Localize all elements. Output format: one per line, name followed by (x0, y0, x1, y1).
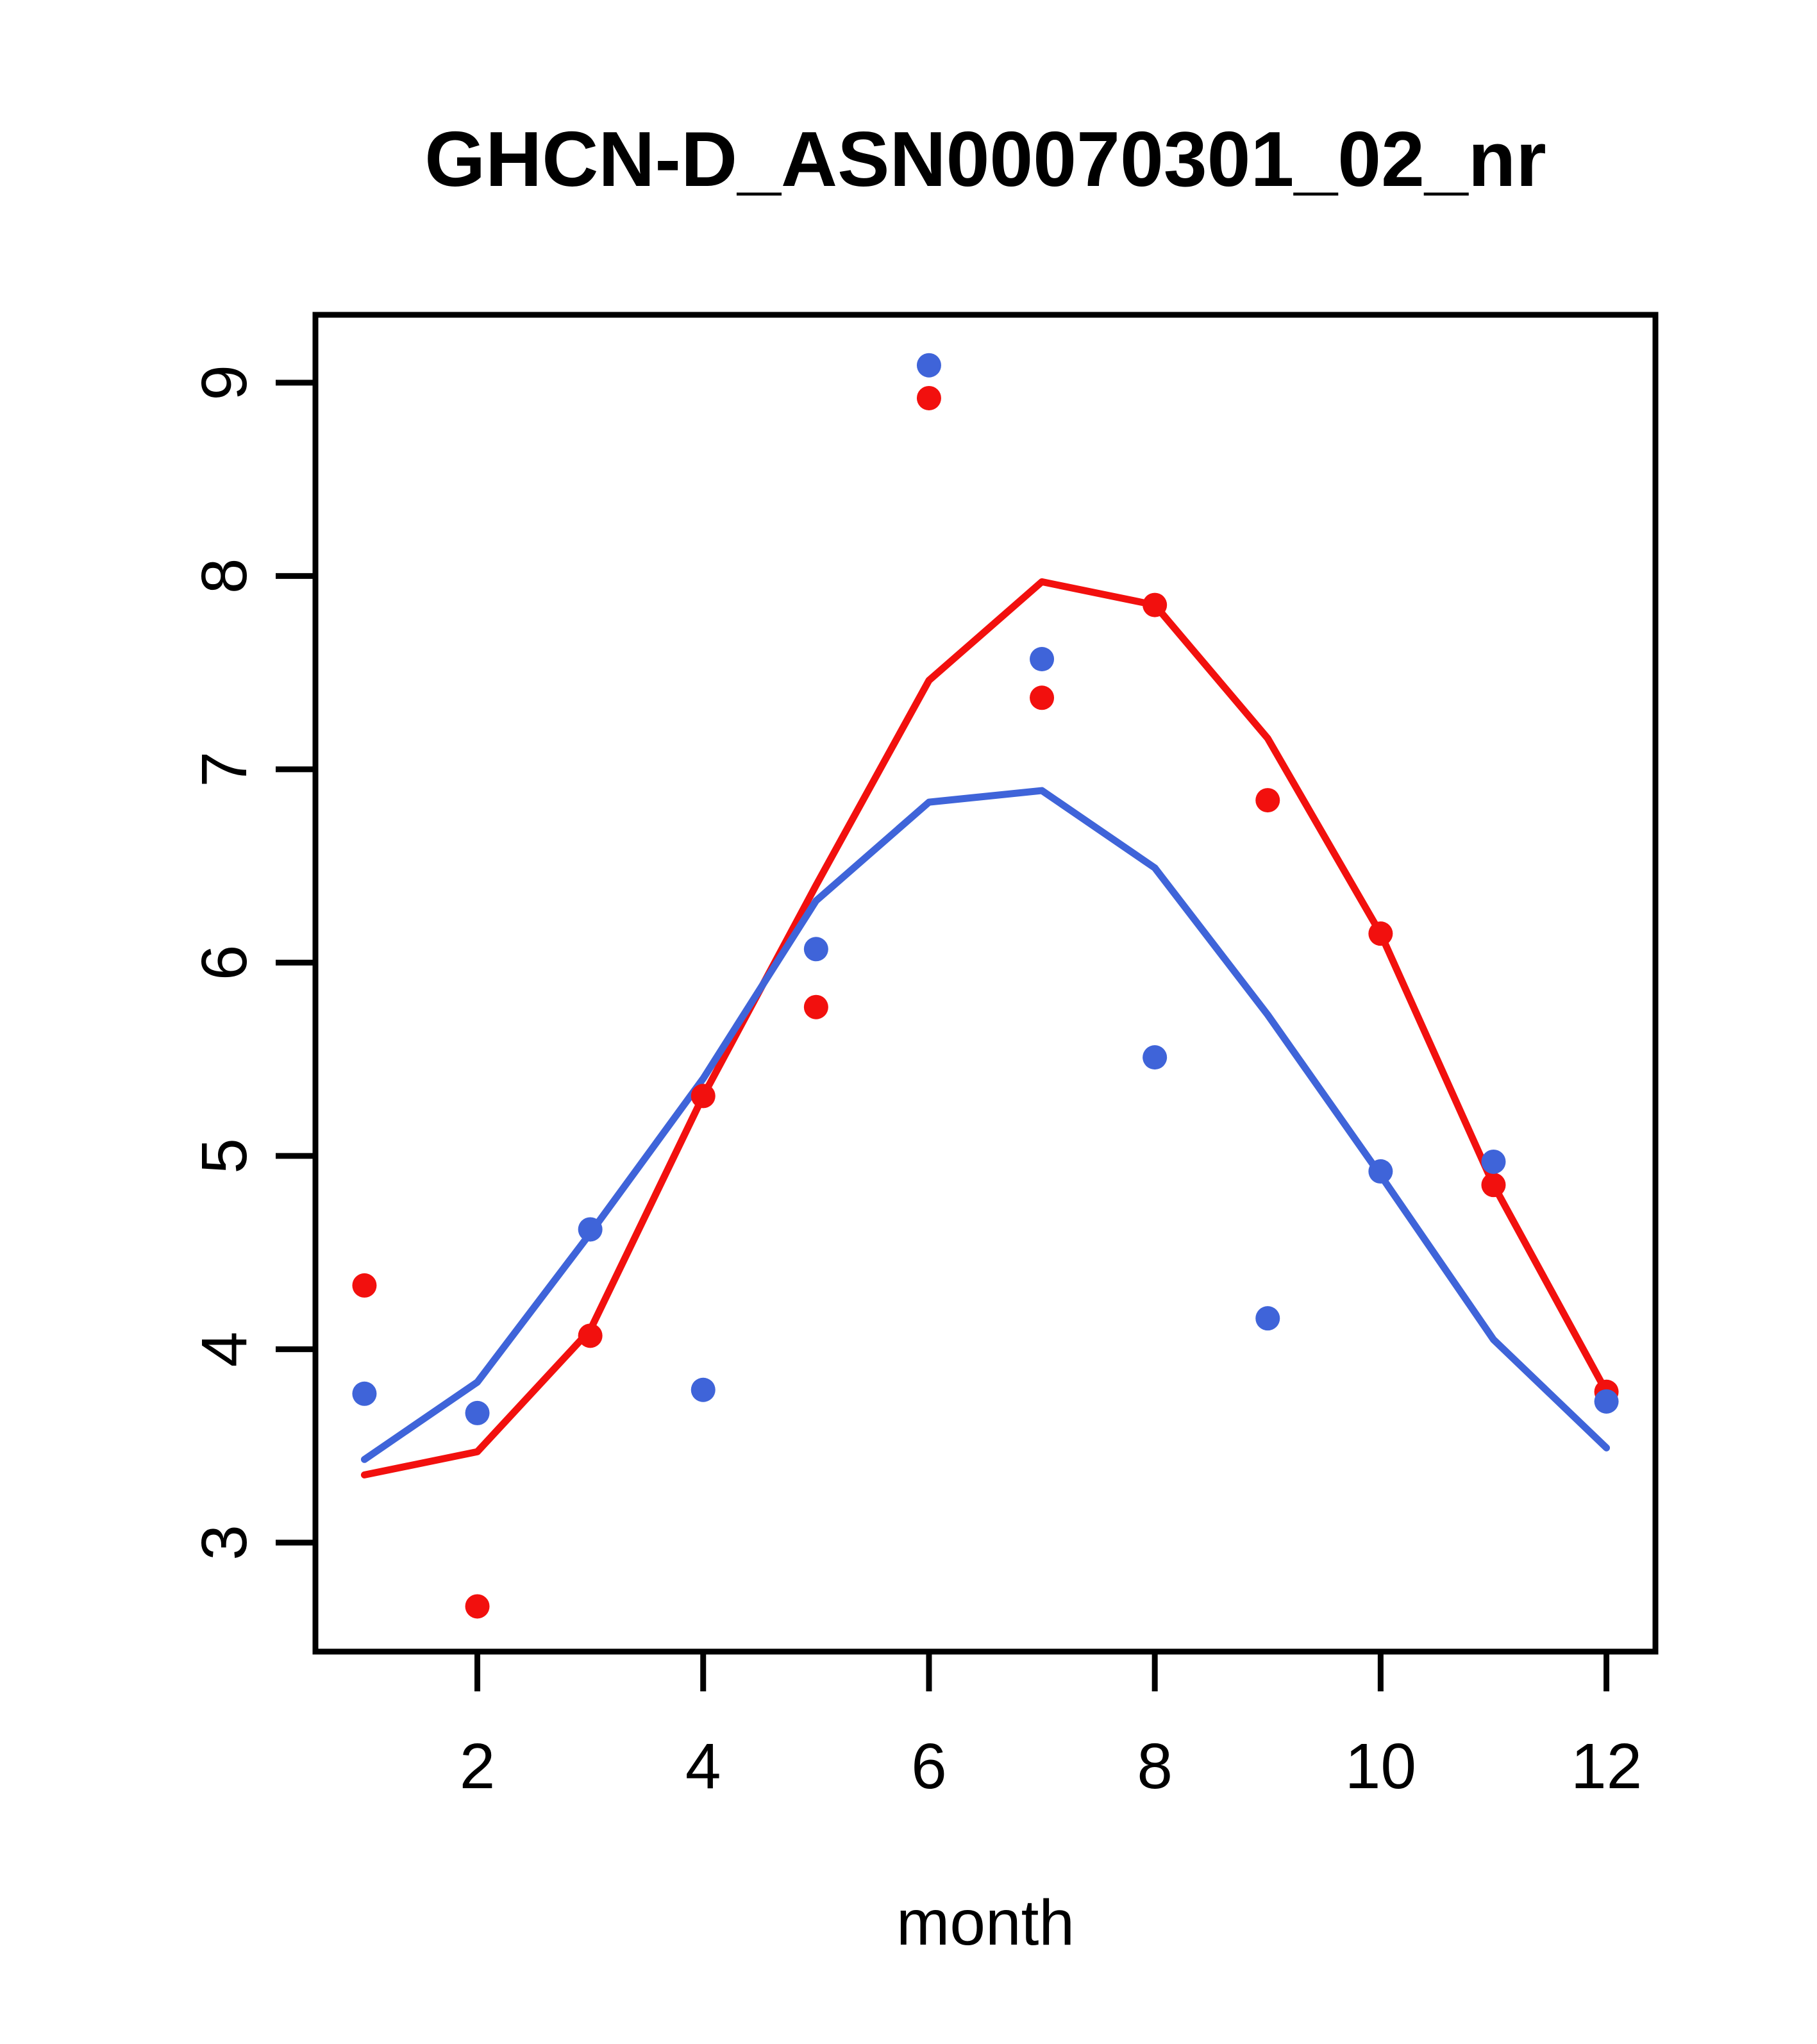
axis-ticks-layer (276, 380, 1610, 1691)
red-scatter-point (1255, 788, 1280, 813)
blue-scatter-point (1368, 1159, 1393, 1184)
x-axis-tick-label: 6 (911, 1730, 947, 1802)
red-scatter-point (691, 1084, 716, 1109)
y-axis-tick-label: 5 (188, 1138, 260, 1174)
blue-scatter-point (1143, 1045, 1168, 1070)
y-axis-tick-label: 3 (188, 1525, 260, 1561)
x-axis-tick-label: 2 (460, 1730, 496, 1802)
blue-scatter-point (916, 353, 941, 378)
axis-tick-labels-layer: 2 4 6 8 10 12 3 4 5 6 7 8 9 (188, 365, 1642, 1802)
blue-scatter-point (803, 937, 828, 962)
blue-scatter-point (1030, 647, 1055, 672)
blue-scatter-point (1481, 1149, 1506, 1174)
red-scatter-point (916, 385, 941, 410)
y-axis-tick-label: 4 (188, 1332, 260, 1368)
red-scatter-point (352, 1273, 377, 1298)
y-axis-tick-label: 7 (188, 751, 260, 787)
blue-scatter-point (465, 1400, 490, 1425)
blue-line-series (360, 787, 1611, 1463)
plot-title: GHCN-D_ASN00070301_02_nr (424, 115, 1546, 203)
axes-layer (312, 312, 1659, 1655)
y-axis-tick-label: 6 (188, 945, 260, 981)
red-scatter-point (465, 1594, 490, 1619)
red-scatter-point (578, 1323, 603, 1348)
red-scatter-point (1368, 921, 1393, 946)
x-axis-tick-label: 8 (1137, 1730, 1173, 1802)
plot-box-border (312, 312, 1659, 1655)
y-axis-tick-label: 8 (188, 558, 260, 594)
blue-scatter-point (691, 1377, 716, 1402)
red-scatter-point (803, 994, 828, 1019)
x-axis-tick-label: 12 (1571, 1730, 1642, 1802)
red-scatter-point (1481, 1173, 1506, 1198)
red-scatter-point (1030, 685, 1055, 710)
blue-scatter-point (1594, 1389, 1619, 1414)
blue-scatter-point (352, 1381, 377, 1406)
x-axis-tick-label: 10 (1345, 1730, 1416, 1802)
blue-scatter-point (1255, 1306, 1280, 1331)
data-series-layer (352, 353, 1619, 1619)
red-scatter-point (1143, 592, 1168, 617)
x-axis-label: month (896, 1887, 1075, 1959)
red-line-series (360, 578, 1611, 1479)
blue-scatter-point (578, 1217, 603, 1242)
x-axis-tick-label: 4 (685, 1730, 721, 1802)
y-axis-tick-label: 9 (188, 365, 260, 401)
